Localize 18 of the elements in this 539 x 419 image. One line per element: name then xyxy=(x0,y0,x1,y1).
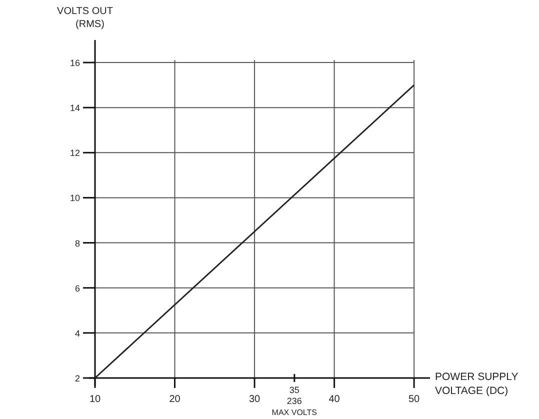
y-tick-label: 2 xyxy=(74,374,80,384)
x-tick-label: 10 xyxy=(89,394,101,405)
x-tick-label: 30 xyxy=(248,394,261,405)
y-tick-label: 10 xyxy=(70,193,80,204)
text: 236 xyxy=(286,396,302,406)
x-tick-label: 50 xyxy=(408,394,420,405)
y-tick-label: 12 xyxy=(70,148,80,158)
y-axis-title: VOLTS OUT (RMS) xyxy=(57,6,113,30)
text: MAX VOLTS xyxy=(272,408,318,417)
y-tick-label: 16 xyxy=(70,58,80,68)
text: 35 xyxy=(289,385,300,395)
y-tick-label: 4 xyxy=(74,328,80,338)
x-axis-title: POWER SUPPLY VOLTAGE (DC) xyxy=(435,371,518,397)
y-tick-label: 14 xyxy=(70,103,80,114)
y-tick-label: 8 xyxy=(74,238,80,248)
x-tick-label: 40 xyxy=(328,394,340,405)
x-tick-label: 20 xyxy=(169,394,181,405)
y-tick-label: 6 xyxy=(74,283,80,294)
